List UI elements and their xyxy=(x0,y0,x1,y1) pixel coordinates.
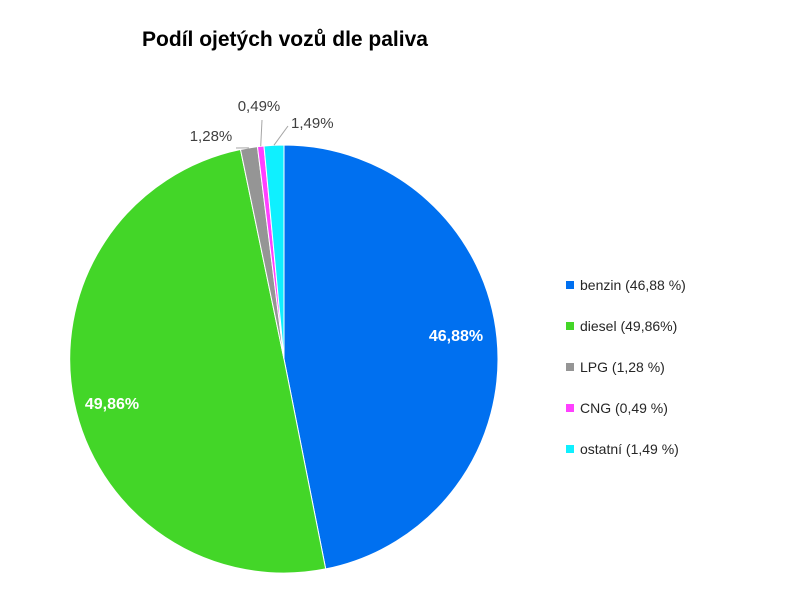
data-label-benzin: 46,88% xyxy=(429,328,483,345)
data-label-ostatni: 1,49% xyxy=(291,115,334,132)
legend-label-diesel: diesel (49,86%) xyxy=(580,317,678,334)
legend-swatch-benzin xyxy=(566,280,574,289)
legend-item-cng: CNG (0,49 %) xyxy=(566,387,786,428)
legend: benzin (46,88 %) diesel (49,86%) LPG (1,… xyxy=(566,264,786,469)
legend-item-ostatni: ostatní (1,49 %) xyxy=(566,428,786,469)
legend-label-lpg: LPG (1,28 %) xyxy=(580,358,665,375)
legend-label-benzin: benzin (46,88 %) xyxy=(580,276,686,293)
slice-ostatni xyxy=(263,144,285,360)
slice-benzin xyxy=(283,144,499,570)
legend-swatch-cng xyxy=(566,403,574,412)
legend-item-diesel: diesel (49,86%) xyxy=(566,305,786,346)
data-label-cng: 0,49% xyxy=(238,98,281,115)
leader-line-cng xyxy=(260,119,263,147)
slice-diesel xyxy=(69,148,327,574)
data-label-diesel: 49,86% xyxy=(85,396,139,413)
legend-label-cng: CNG (0,49 %) xyxy=(580,399,668,416)
legend-label-ostatni: ostatní (1,49 %) xyxy=(580,440,679,457)
data-label-lpg: 1,28% xyxy=(190,128,233,145)
legend-item-lpg: LPG (1,28 %) xyxy=(566,346,786,387)
leader-line-ostatni xyxy=(273,125,289,146)
legend-swatch-lpg xyxy=(566,362,574,371)
legend-item-benzin: benzin (46,88 %) xyxy=(566,264,786,305)
legend-swatch-diesel xyxy=(566,321,574,330)
legend-swatch-ostatni xyxy=(566,444,574,453)
chart-title: Podíl ojetých vozů dle paliva xyxy=(142,28,428,51)
